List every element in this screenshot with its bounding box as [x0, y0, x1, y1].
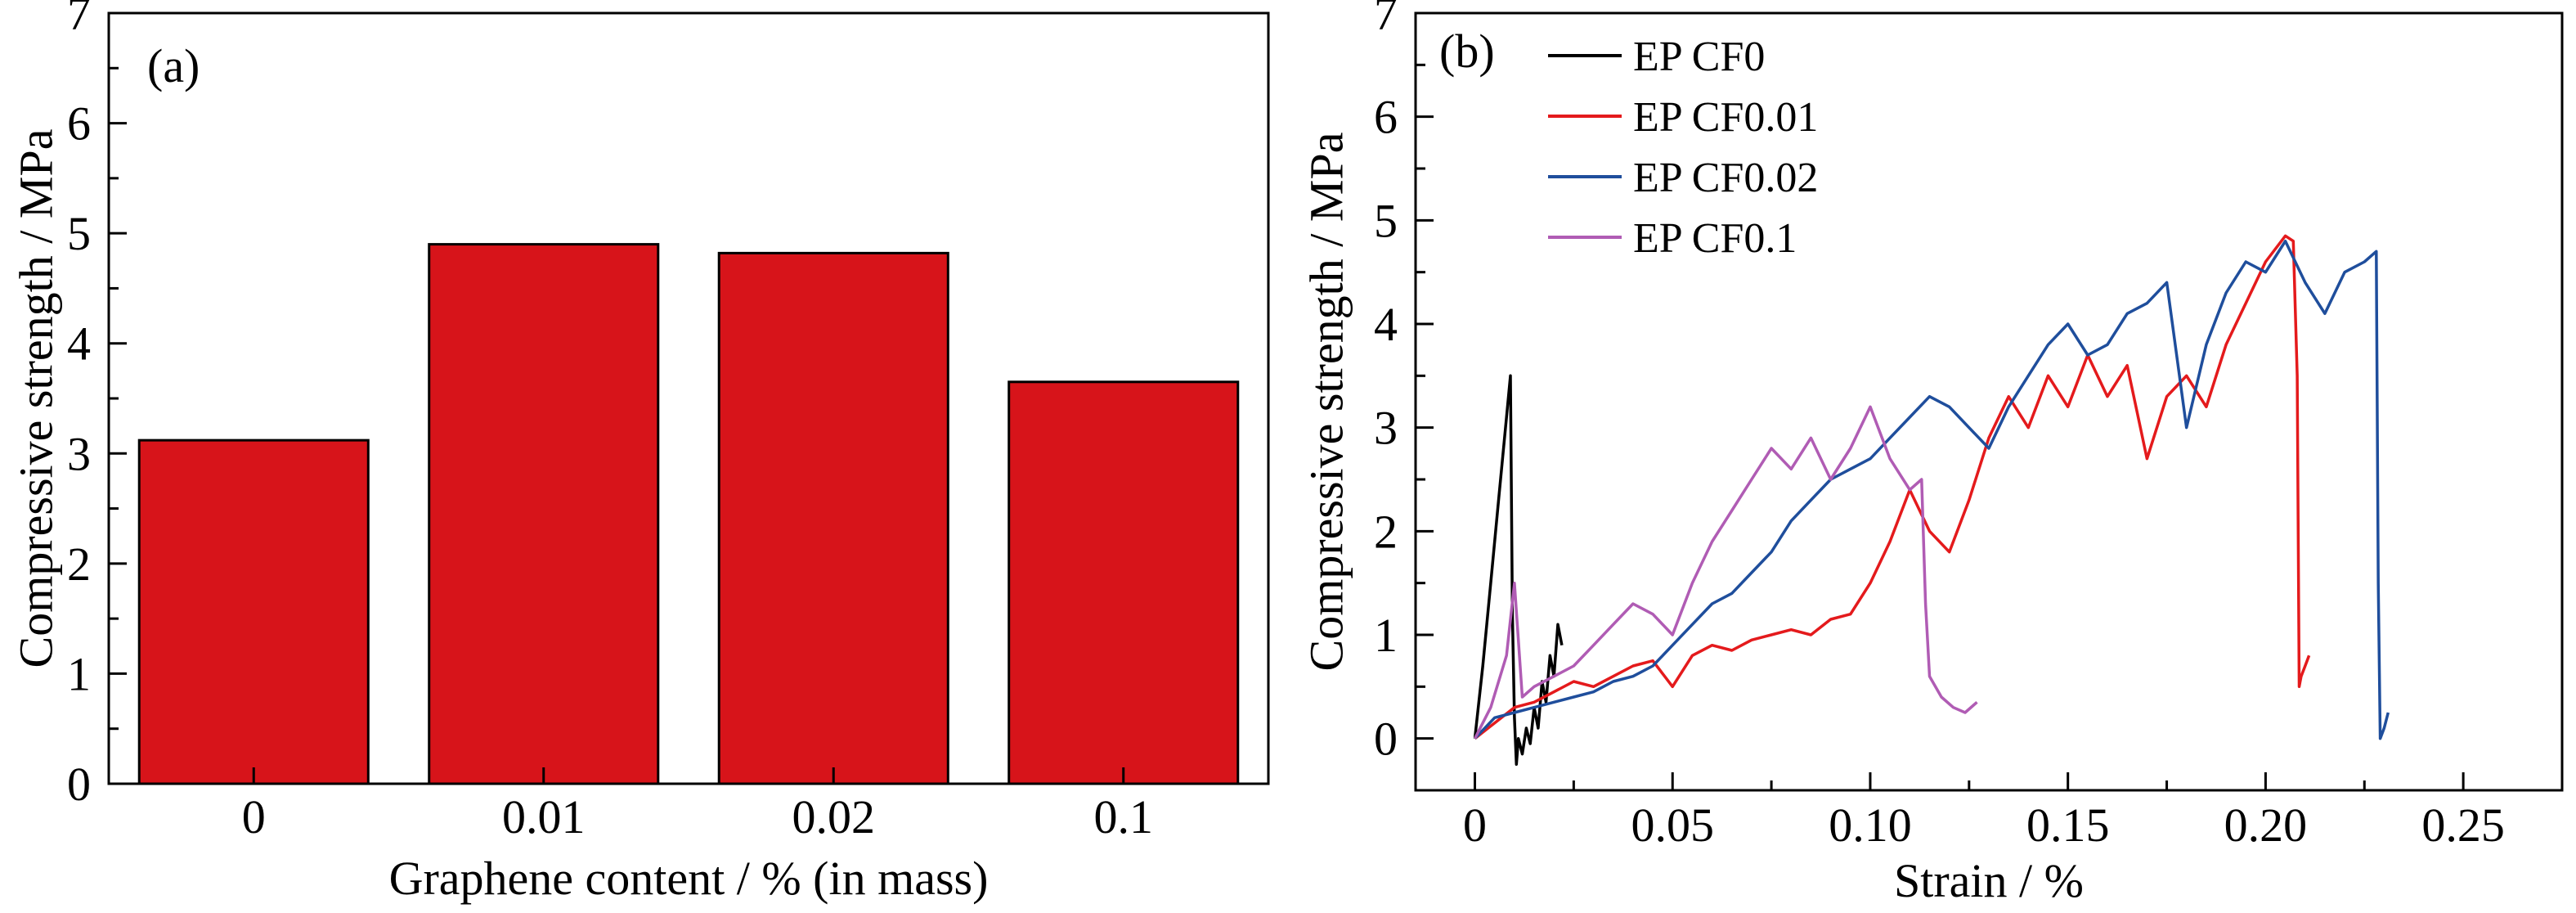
x-tick-label: 0.02	[792, 790, 876, 843]
y-tick-label: 3	[67, 427, 91, 480]
y-tick-label: 2	[67, 537, 91, 591]
panel-a-label: (a)	[147, 39, 200, 92]
y-tick-label: 1	[67, 647, 91, 700]
y-tick-label: 2	[1374, 505, 1398, 558]
x-tick-label: 0	[1463, 798, 1487, 852]
bar	[717, 251, 949, 785]
panel-a-bar-chart: 0 1 2 3 4 5 6 7 0 0.01 0.02 0.1 (a) Graphene conte…	[9, 0, 1270, 905]
y-tick-label: 0	[67, 758, 91, 811]
x-tick-label: 0.05	[1631, 798, 1714, 852]
x-tick-label: 0.20	[2224, 798, 2308, 852]
series-line-ep-cf0-1	[1473, 405, 1978, 740]
panel-b-series-lines	[1473, 234, 2390, 767]
x-tick-label: 0.25	[2421, 798, 2505, 852]
x-tick-label: 0.1	[1094, 790, 1154, 843]
panel-b-legend: EP CF0 EP CF0.01 EP CF0.02 EP CF0.1	[1548, 34, 1818, 262]
y-tick-label: 3	[1374, 402, 1398, 455]
panel-b-plot-frame	[1414, 11, 2564, 792]
y-tick-label: 4	[1374, 298, 1398, 351]
legend-label-ep-cf0-1: EP CF0.1	[1633, 215, 1797, 262]
panel-a-y-ticks: 0 1 2 3 4 5 6 7	[67, 0, 127, 811]
y-tick-label: 6	[1374, 91, 1398, 144]
legend-label-ep-cf0: EP CF0	[1633, 34, 1765, 80]
x-tick-label: 0.01	[502, 790, 586, 843]
x-tick-label: 0	[242, 790, 266, 843]
panel-a-bars	[137, 243, 1240, 785]
bar	[1008, 380, 1240, 785]
series-line-ep-cf0-02	[1474, 239, 2390, 740]
panel-a-x-axis-title: Graphene content / % (in mass)	[389, 852, 989, 905]
panel-a-x-ticks: 0 0.01 0.02 0.1	[242, 767, 1153, 843]
series-line-ep-cf0-01	[1474, 234, 2311, 740]
panel-b-label: (b)	[1439, 25, 1495, 78]
y-tick-label: 5	[67, 207, 91, 260]
panel-b-x-ticks: 0 0.05 0.10 0.15 0.20 0.25	[1463, 772, 2505, 852]
y-tick-label: 7	[67, 0, 91, 40]
bar	[137, 439, 370, 785]
x-tick-label: 0.10	[1829, 798, 1912, 852]
y-tick-label: 7	[1374, 0, 1398, 40]
legend-label-ep-cf0-02: EP CF0.02	[1633, 155, 1818, 201]
panel-b-x-axis-title: Strain / %	[1894, 854, 2084, 907]
legend-label-ep-cf0-01: EP CF0.01	[1633, 94, 1818, 141]
series-line-ep-cf0	[1473, 374, 1564, 767]
panel-b-y-ticks: 0 1 2 3 4 5 6 7	[1374, 0, 1434, 766]
y-tick-label: 6	[67, 97, 91, 151]
x-tick-label: 0.15	[2026, 798, 2110, 852]
y-tick-label: 4	[67, 317, 91, 371]
bar	[428, 243, 660, 785]
panel-b-y-axis-title: Compressive strength / MPa	[1299, 133, 1353, 672]
panel-a-y-axis-title: Compressive strength / MPa	[9, 129, 62, 668]
y-tick-label: 1	[1374, 609, 1398, 662]
y-tick-label: 0	[1374, 713, 1398, 766]
y-tick-label: 5	[1374, 194, 1398, 247]
